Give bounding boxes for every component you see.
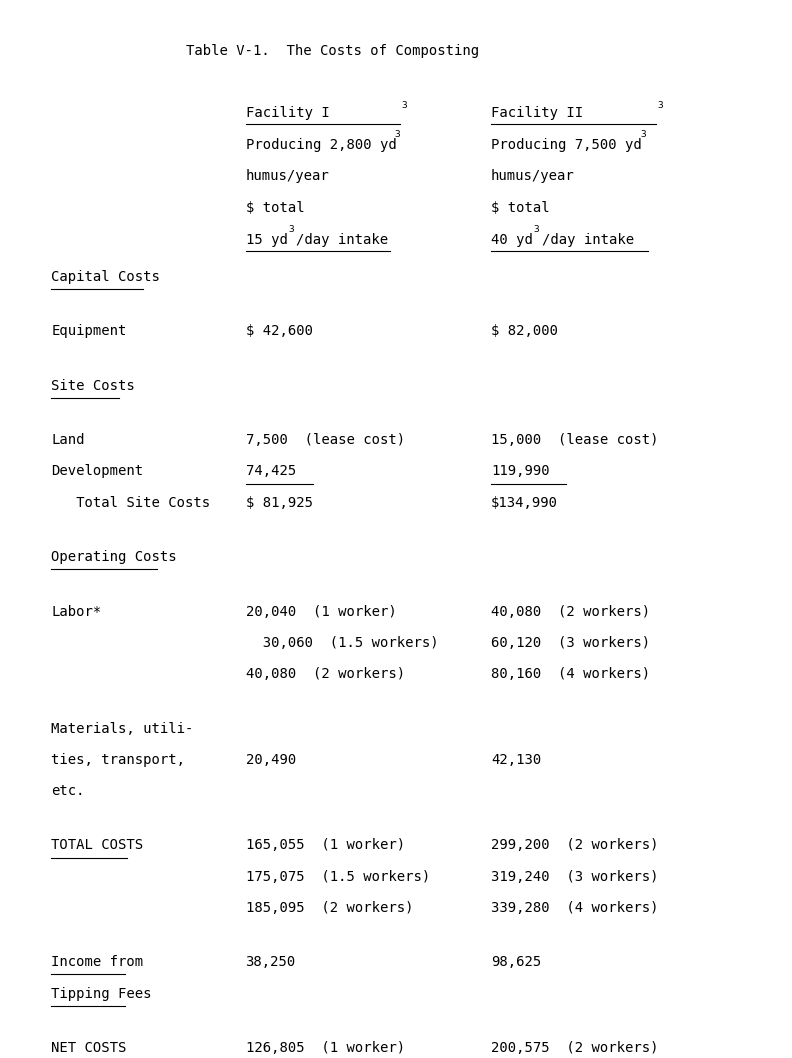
Text: 7,500  (lease cost): 7,500 (lease cost): [246, 434, 405, 448]
Text: 40,080  (2 workers): 40,080 (2 workers): [246, 667, 405, 681]
Text: 15 yd: 15 yd: [246, 233, 287, 247]
Text: 175,075  (1.5 workers): 175,075 (1.5 workers): [246, 870, 430, 883]
Text: /day intake: /day intake: [296, 233, 388, 247]
Text: Tipping Fees: Tipping Fees: [51, 986, 152, 1001]
Text: Producing 2,800 yd: Producing 2,800 yd: [246, 138, 396, 151]
Text: Site Costs: Site Costs: [51, 379, 135, 393]
Text: humus/year: humus/year: [491, 169, 575, 183]
Text: Producing 7,500 yd: Producing 7,500 yd: [491, 138, 642, 151]
Text: Capital Costs: Capital Costs: [51, 270, 160, 284]
Text: humus/year: humus/year: [246, 169, 329, 183]
Text: Facility II: Facility II: [491, 106, 583, 120]
Text: NET COSTS: NET COSTS: [51, 1041, 127, 1055]
Text: 40 yd: 40 yd: [491, 233, 533, 247]
Text: 20,040  (1 worker): 20,040 (1 worker): [246, 604, 396, 619]
Text: Land: Land: [51, 434, 85, 448]
Text: 3: 3: [394, 130, 400, 140]
Text: $134,990: $134,990: [491, 495, 558, 510]
Text: 3: 3: [288, 225, 294, 235]
Text: 319,240  (3 workers): 319,240 (3 workers): [491, 870, 658, 883]
Text: 3: 3: [657, 101, 663, 110]
Text: 119,990: 119,990: [491, 464, 550, 478]
Text: 3: 3: [534, 225, 539, 235]
Text: 299,200  (2 workers): 299,200 (2 workers): [491, 838, 658, 853]
Text: 185,095  (2 workers): 185,095 (2 workers): [246, 900, 413, 915]
Text: 200,575  (2 workers): 200,575 (2 workers): [491, 1041, 658, 1055]
Text: 15,000  (lease cost): 15,000 (lease cost): [491, 434, 658, 448]
Text: Operating Costs: Operating Costs: [51, 550, 177, 564]
Text: 38,250: 38,250: [246, 955, 295, 969]
Text: 3: 3: [402, 101, 407, 110]
Text: 74,425: 74,425: [246, 464, 295, 478]
Text: 42,130: 42,130: [491, 752, 541, 767]
Text: $ total: $ total: [491, 201, 550, 215]
Text: 30,060  (1.5 workers): 30,060 (1.5 workers): [246, 636, 438, 650]
Text: 20,490: 20,490: [246, 752, 295, 767]
Text: etc.: etc.: [51, 784, 85, 798]
Text: /day intake: /day intake: [542, 233, 634, 247]
Text: 60,120  (3 workers): 60,120 (3 workers): [491, 636, 650, 650]
Text: 98,625: 98,625: [491, 955, 541, 969]
Text: 80,160  (4 workers): 80,160 (4 workers): [491, 667, 650, 681]
Text: TOTAL COSTS: TOTAL COSTS: [51, 838, 143, 853]
Text: Materials, utili-: Materials, utili-: [51, 722, 194, 735]
Text: $ 81,925: $ 81,925: [246, 495, 313, 510]
Text: Equipment: Equipment: [51, 324, 127, 339]
Text: 3: 3: [640, 130, 645, 140]
Text: Facility I: Facility I: [246, 106, 329, 120]
Text: Income from: Income from: [51, 955, 143, 969]
Text: Labor*: Labor*: [51, 604, 101, 619]
Text: 165,055  (1 worker): 165,055 (1 worker): [246, 838, 405, 853]
Text: $ 42,600: $ 42,600: [246, 324, 313, 339]
Text: $ 82,000: $ 82,000: [491, 324, 558, 339]
Text: Total Site Costs: Total Site Costs: [51, 495, 211, 510]
Text: ties, transport,: ties, transport,: [51, 752, 185, 767]
Text: 126,805  (1 worker): 126,805 (1 worker): [246, 1041, 405, 1055]
Text: 40,080  (2 workers): 40,080 (2 workers): [491, 604, 650, 619]
Text: Development: Development: [51, 464, 143, 478]
Text: 339,280  (4 workers): 339,280 (4 workers): [491, 900, 658, 915]
Text: $ total: $ total: [246, 201, 304, 215]
Text: Table V-1.  The Costs of Composting: Table V-1. The Costs of Composting: [186, 44, 479, 58]
